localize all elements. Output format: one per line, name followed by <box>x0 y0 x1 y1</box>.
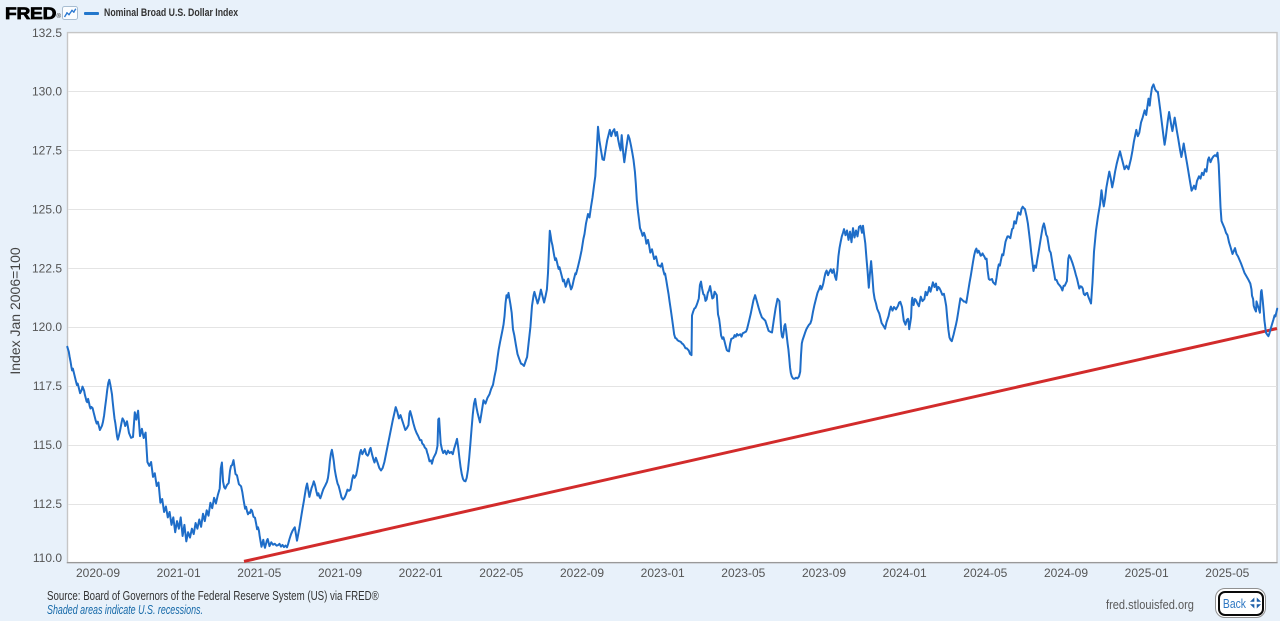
svg-text:2022-09: 2022-09 <box>560 566 604 580</box>
svg-text:2025-05: 2025-05 <box>1205 566 1249 580</box>
svg-text:2020-09: 2020-09 <box>76 566 120 580</box>
svg-text:122.5: 122.5 <box>32 261 62 275</box>
svg-text:127.5: 127.5 <box>32 144 62 158</box>
svg-text:125.0: 125.0 <box>32 203 62 217</box>
svg-text:2021-09: 2021-09 <box>318 566 362 580</box>
svg-text:120.0: 120.0 <box>32 320 62 334</box>
svg-text:2023-01: 2023-01 <box>641 566 685 580</box>
svg-text:112.5: 112.5 <box>33 497 62 511</box>
svg-text:Index Jan 2006=100: Index Jan 2006=100 <box>7 247 23 374</box>
svg-text:2023-09: 2023-09 <box>802 566 846 580</box>
svg-text:2024-01: 2024-01 <box>883 566 927 580</box>
svg-text:115.0: 115.0 <box>33 438 62 452</box>
svg-text:2025-01: 2025-01 <box>1125 566 1169 580</box>
svg-text:2023-05: 2023-05 <box>721 566 765 580</box>
svg-text:2022-05: 2022-05 <box>479 566 523 580</box>
svg-text:2024-09: 2024-09 <box>1044 566 1088 580</box>
svg-text:2024-05: 2024-05 <box>963 566 1007 580</box>
svg-text:132.5: 132.5 <box>32 26 62 40</box>
svg-text:130.0: 130.0 <box>32 85 62 99</box>
svg-text:2022-01: 2022-01 <box>399 566 443 580</box>
svg-text:2021-01: 2021-01 <box>157 566 201 580</box>
svg-text:117.5: 117.5 <box>33 379 62 393</box>
svg-text:2021-05: 2021-05 <box>237 566 281 580</box>
svg-text:110.0: 110.0 <box>33 551 62 565</box>
